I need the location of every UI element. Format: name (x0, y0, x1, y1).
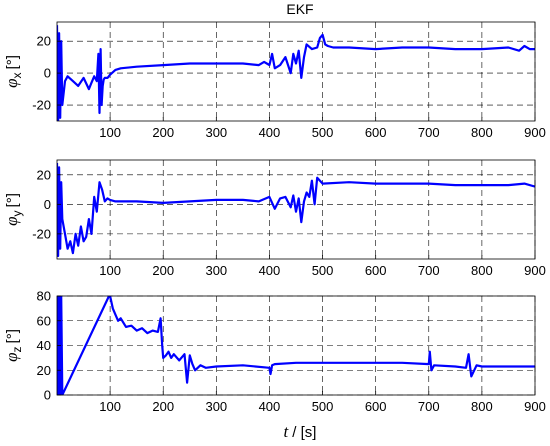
x-tick-label: 300 (205, 399, 227, 414)
x-tick-label: 200 (152, 125, 174, 140)
x-tick-label: 500 (312, 399, 334, 414)
y-tick-label: 80 (37, 289, 51, 304)
x-tick-label: 100 (99, 263, 121, 278)
data-line (57, 25, 535, 121)
x-tick-label: 300 (205, 125, 227, 140)
y-tick-label: 0 (44, 197, 51, 212)
y-tick-label: 60 (37, 313, 51, 328)
x-tick-label: 200 (152, 399, 174, 414)
x-tick-label: 500 (312, 263, 334, 278)
x-tick-label: 300 (205, 263, 227, 278)
data-line (57, 296, 535, 395)
x-tick-label: 800 (471, 263, 493, 278)
x-tick-label: 100 (99, 399, 121, 414)
x-tick-label: 400 (259, 263, 281, 278)
x-tick-label: 800 (471, 125, 493, 140)
x-tick-label: 500 (312, 125, 334, 140)
y-tick-label: 20 (37, 363, 51, 378)
data-line (57, 162, 535, 258)
y-tick-label: 0 (44, 66, 51, 81)
y-tick-label: 40 (37, 338, 51, 353)
y-tick-label: -20 (32, 98, 51, 113)
x-tick-label: 600 (365, 263, 387, 278)
x-tick-label: 700 (418, 125, 440, 140)
chart-title: EKF (286, 1, 313, 17)
x-tick-label: 800 (471, 399, 493, 414)
x-tick-label: 400 (259, 399, 281, 414)
y-tick-label: 20 (37, 167, 51, 182)
axes-box (56, 21, 536, 122)
y-axis-label: φy[°] (2, 193, 24, 226)
y-tick-label: 20 (37, 34, 51, 49)
x-tick-label: 200 (152, 263, 174, 278)
subplot-2: 100 200 300 400 500 600 700 800 900 -20 0 20 φy[°] (2, 159, 546, 278)
x-tick-label: 100 (99, 125, 121, 140)
y-tick-label: -20 (32, 226, 51, 241)
x-tick-label: 900 (524, 399, 546, 414)
x-tick-label: 700 (418, 399, 440, 414)
y-axis-label: φx[°] (2, 55, 24, 88)
x-tick-label: 900 (524, 125, 546, 140)
subplots: 100 200 300 400 500 600 700 800 900-20020φx[°]10… (2, 21, 546, 442)
subplot-1: 100 200 300 400 500 600 700 800 900 -20 0 20 φx[°] (2, 21, 546, 140)
subplot-3: 100 200 300 400 500 600 700 800 900 0 20 40 60 80 φz[°… (2, 289, 546, 442)
x-tick-label: 600 (365, 125, 387, 140)
y-axis-label: φz[°] (2, 329, 24, 362)
x-tick-label: 400 (259, 125, 281, 140)
x-axis-label: t / [s] (284, 422, 317, 441)
axes-box (56, 159, 536, 260)
x-tick-label: 900 (524, 263, 546, 278)
x-tick-label: 600 (365, 399, 387, 414)
x-tick-label: 700 (418, 263, 440, 278)
y-tick-label: 0 (44, 388, 51, 403)
